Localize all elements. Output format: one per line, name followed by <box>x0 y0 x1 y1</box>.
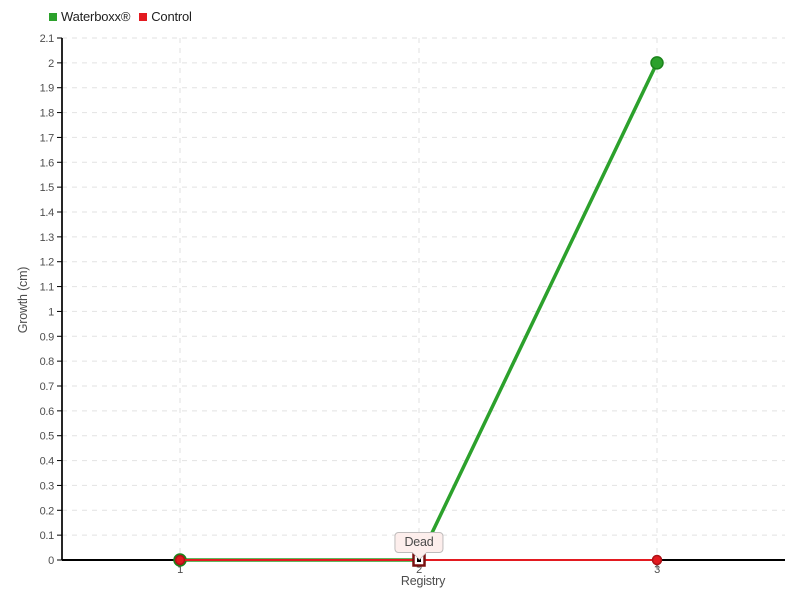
control-swatch-icon <box>139 12 148 21</box>
y-tick-label: 1.6 <box>40 157 55 169</box>
chart-plot-area: 0 0.1 0.2 0.3 0.4 0.5 0.6 0.7 0.8 0.9 1 1.1 1.2 1.3 1.… <box>40 33 785 576</box>
y-tick-label: 1.7 <box>40 132 55 144</box>
y-tick-label: 1.9 <box>40 83 55 95</box>
data-point[interactable] <box>650 56 664 70</box>
y-axis-title: Growth (cm) <box>16 267 30 334</box>
chart-legend: Waterboxx® Control <box>49 9 192 24</box>
y-tick-label: 1.4 <box>40 207 55 219</box>
x-tick-label: 2 <box>416 564 422 576</box>
legend-label-waterboxx: Waterboxx® <box>61 9 131 24</box>
y-tick-label: 0.8 <box>40 356 55 368</box>
legend-label-control: Control <box>151 9 192 24</box>
y-tick-label: 2.1 <box>40 33 55 45</box>
dead-tooltip: Dead <box>394 532 444 553</box>
y-tick-label: 0.6 <box>40 406 55 418</box>
y-tick-label: 0 <box>48 555 54 567</box>
y-tick-label: 1.8 <box>40 108 55 120</box>
y-tick-label: 0.4 <box>40 456 55 468</box>
x-axis-title: Registry <box>401 574 446 588</box>
y-tick-label: 0.9 <box>40 331 55 343</box>
x-tick-label: 3 <box>654 564 660 576</box>
dead-tooltip-label: Dead <box>404 535 434 549</box>
waterboxx-swatch-icon <box>49 12 57 21</box>
legend-item-control[interactable]: Control <box>139 9 192 24</box>
y-axis-ticks: 0 0.1 0.2 0.3 0.4 0.5 0.6 0.7 0.8 0.9 1 1.1 1.2 1.3 1.… <box>40 33 62 567</box>
data-point[interactable] <box>174 554 186 566</box>
y-tick-label: 0.2 <box>40 505 55 517</box>
y-tick-label: 1.3 <box>40 232 55 244</box>
y-tick-label: 0.3 <box>40 480 55 492</box>
y-tick-label: 1.2 <box>40 257 55 269</box>
v-gridlines <box>179 38 658 560</box>
y-tick-label: 0.5 <box>40 431 55 443</box>
y-tick-label: 2 <box>48 58 54 70</box>
dead-marker-center <box>417 558 421 562</box>
y-tick-label: 1.5 <box>40 182 55 194</box>
y-tick-label: 0.7 <box>40 381 55 393</box>
x-tick-label: 1 <box>177 564 183 576</box>
data-point[interactable] <box>651 554 663 566</box>
y-tick-label: 0.1 <box>40 530 55 542</box>
legend-item-waterboxx[interactable]: Waterboxx® <box>49 9 130 24</box>
y-tick-label: 1.1 <box>40 282 55 294</box>
y-tick-label: 1 <box>48 306 54 318</box>
h-gridlines <box>62 37 785 536</box>
